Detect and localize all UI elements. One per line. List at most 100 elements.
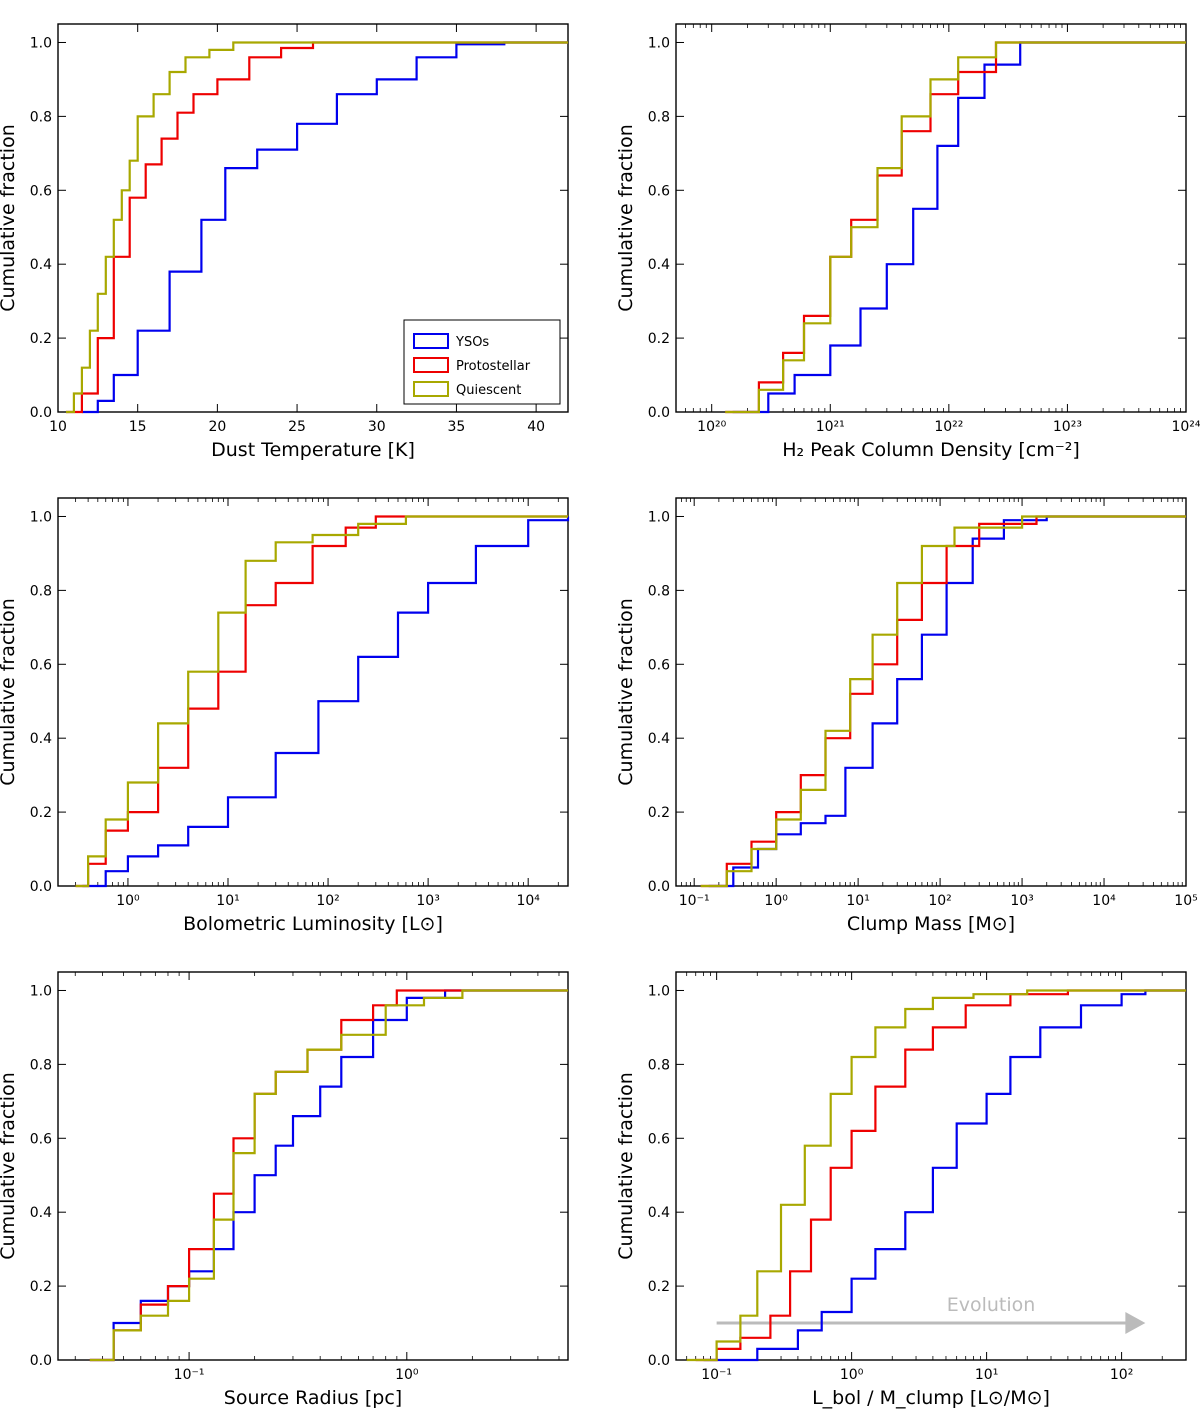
series-line-quiescent [89,989,568,1362]
series-line-ysos [703,989,1186,1362]
series-line-quiescent [686,989,1186,1362]
y-axis-label: Cumulative fraction [0,124,19,311]
evolution-arrow-head [1125,1312,1146,1335]
y-tick-label: 0.4 [648,731,670,747]
y-tick-label: 0.0 [30,1353,52,1369]
y-tick-label: 0.8 [30,583,52,599]
x-axis-label: L_bol / M_clump [L⊙/M⊙] [812,1387,1050,1409]
y-axis-label: Cumulative fraction [615,124,637,311]
y-tick-label: 0.8 [30,109,52,125]
y-axis-label: Cumulative fraction [0,1072,19,1259]
x-tick-label: 10⁰ [764,893,788,909]
y-tick-label: 0.6 [30,183,52,199]
y-tick-label: 0.8 [648,583,670,599]
y-axis-label: Cumulative fraction [615,598,637,785]
series-line-protostellar [695,989,1186,1362]
y-tick-label: 1.0 [648,983,670,999]
x-tick-label: 10² [1110,1367,1133,1383]
y-tick-label: 0.6 [648,1131,670,1147]
legend-label: YSOs [455,335,489,350]
y-tick-label: 0.6 [648,657,670,673]
y-tick-label: 0.8 [648,1057,670,1073]
x-axis-label: Dust Temperature [K] [211,439,415,461]
y-tick-label: 1.0 [30,509,52,525]
series-line-quiescent [66,41,568,414]
y-tick-label: 0.8 [648,109,670,125]
x-axis-label: Source Radius [pc] [224,1387,402,1409]
y-tick-label: 1.0 [30,35,52,51]
x-tick-label: 10⁻¹ [679,893,710,909]
evolution-label: Evolution [947,1294,1036,1316]
y-tick-label: 0.0 [30,405,52,421]
y-tick-label: 0.2 [30,805,52,821]
chart-panel-1: 10 15 20 25 30 35 40 0.0 0.2 0.4 0.6 0.8 1.0 Dust Tem… [0,23,569,461]
x-tick-label: 10⁰ [840,1367,864,1383]
series-line-quiescent [75,515,568,888]
x-tick-label: 10¹ [216,893,239,909]
x-tick-label: 10²³ [1053,419,1082,435]
series-line-ysos [81,41,568,414]
y-axis-label: Cumulative fraction [615,1072,637,1259]
y-tick-label: 0.4 [30,257,52,273]
plot-frame [675,497,1187,887]
series-line-quiescent [725,41,1186,414]
y-tick-label: 1.0 [648,35,670,51]
x-tick-label: 10² [316,893,339,909]
chart-panel-3: 10⁰ 10¹ 10² 10³ 10⁴ 0.0 0.2 0.4 0.6 0.8 1.0 Bolomet… [0,497,570,935]
x-tick-label: 10⁰ [116,893,140,909]
y-tick-label: 0.6 [648,183,670,199]
y-tick-label: 0.6 [30,657,52,673]
x-tick-label: 10⁻¹ [701,1367,732,1383]
legend-label: Quiescent [456,383,521,398]
y-tick-label: 0.2 [648,1279,670,1295]
series-line-protostellar [66,41,568,414]
series-line-ysos [89,989,568,1362]
x-tick-label: 10²⁴ [1171,419,1200,435]
x-tick-label: 10² [928,893,951,909]
x-tick-label: 10⁴ [516,893,540,909]
legend-swatch-ysos [413,333,449,349]
x-tick-label: 40 [527,419,545,435]
y-tick-label: 1.0 [30,983,52,999]
y-tick-label: 0.4 [30,1205,52,1221]
y-tick-label: 0.2 [30,331,52,347]
x-tick-label: 35 [448,419,466,435]
y-tick-label: 0.0 [648,1353,670,1369]
y-tick-label: 0.4 [30,731,52,747]
x-axis-label: Bolometric Luminosity [L⊙] [183,913,443,935]
x-tick-label: 10⁴ [1092,893,1116,909]
x-axis-label: H₂ Peak Column Density [cm⁻²] [782,439,1080,461]
series-line-protostellar [700,515,1186,888]
y-tick-label: 0.2 [648,805,670,821]
x-tick-label: 30 [368,419,386,435]
x-tick-label: 10⁵ [1174,893,1197,909]
x-tick-label: 10²⁰ [697,419,726,435]
legend: YSOs Protostellar Quiescent [403,319,561,405]
x-axis-label: Clump Mass [M⊙] [847,913,1015,935]
x-tick-label: 15 [129,419,147,435]
series-line-quiescent [700,515,1186,888]
y-tick-label: 0.6 [30,1131,52,1147]
x-tick-label: 10¹ [846,893,869,909]
y-tick-label: 0.2 [30,1279,52,1295]
series-line-ysos [732,41,1186,414]
chart-panel-5: 10⁻¹ 10⁰ 0.0 0.2 0.4 0.6 0.8 1.0 Source Radius [… [0,971,569,1409]
x-tick-label: 25 [288,419,306,435]
legend-label: Protostellar [456,359,531,374]
x-tick-label: 20 [208,419,226,435]
y-tick-label: 0.0 [648,405,670,421]
y-tick-label: 0.0 [648,879,670,895]
legend-swatch-quiescent [413,381,449,397]
chart-panel-6: 10⁻¹ 10⁰ 10¹ 10² 0.0 0.2 0.4 0.6 0.8 1.0 Evolution… [615,971,1187,1409]
x-tick-label: 10¹ [975,1367,998,1383]
y-axis-label: Cumulative fraction [0,598,19,785]
y-tick-label: 0.0 [30,879,52,895]
y-tick-label: 0.4 [648,1205,670,1221]
series-line-ysos [82,516,570,888]
x-tick-label: 10³ [1010,893,1033,909]
y-tick-label: 0.2 [648,331,670,347]
x-tick-label: 10⁰ [395,1367,419,1383]
y-tick-label: 0.4 [648,257,670,273]
chart-panel-4: 10⁻¹ 10⁰ 10¹ 10² 10³ 10⁴ 10⁵ 0.0 0.2 0.4 0.6 0.8 1.0… [615,497,1198,935]
